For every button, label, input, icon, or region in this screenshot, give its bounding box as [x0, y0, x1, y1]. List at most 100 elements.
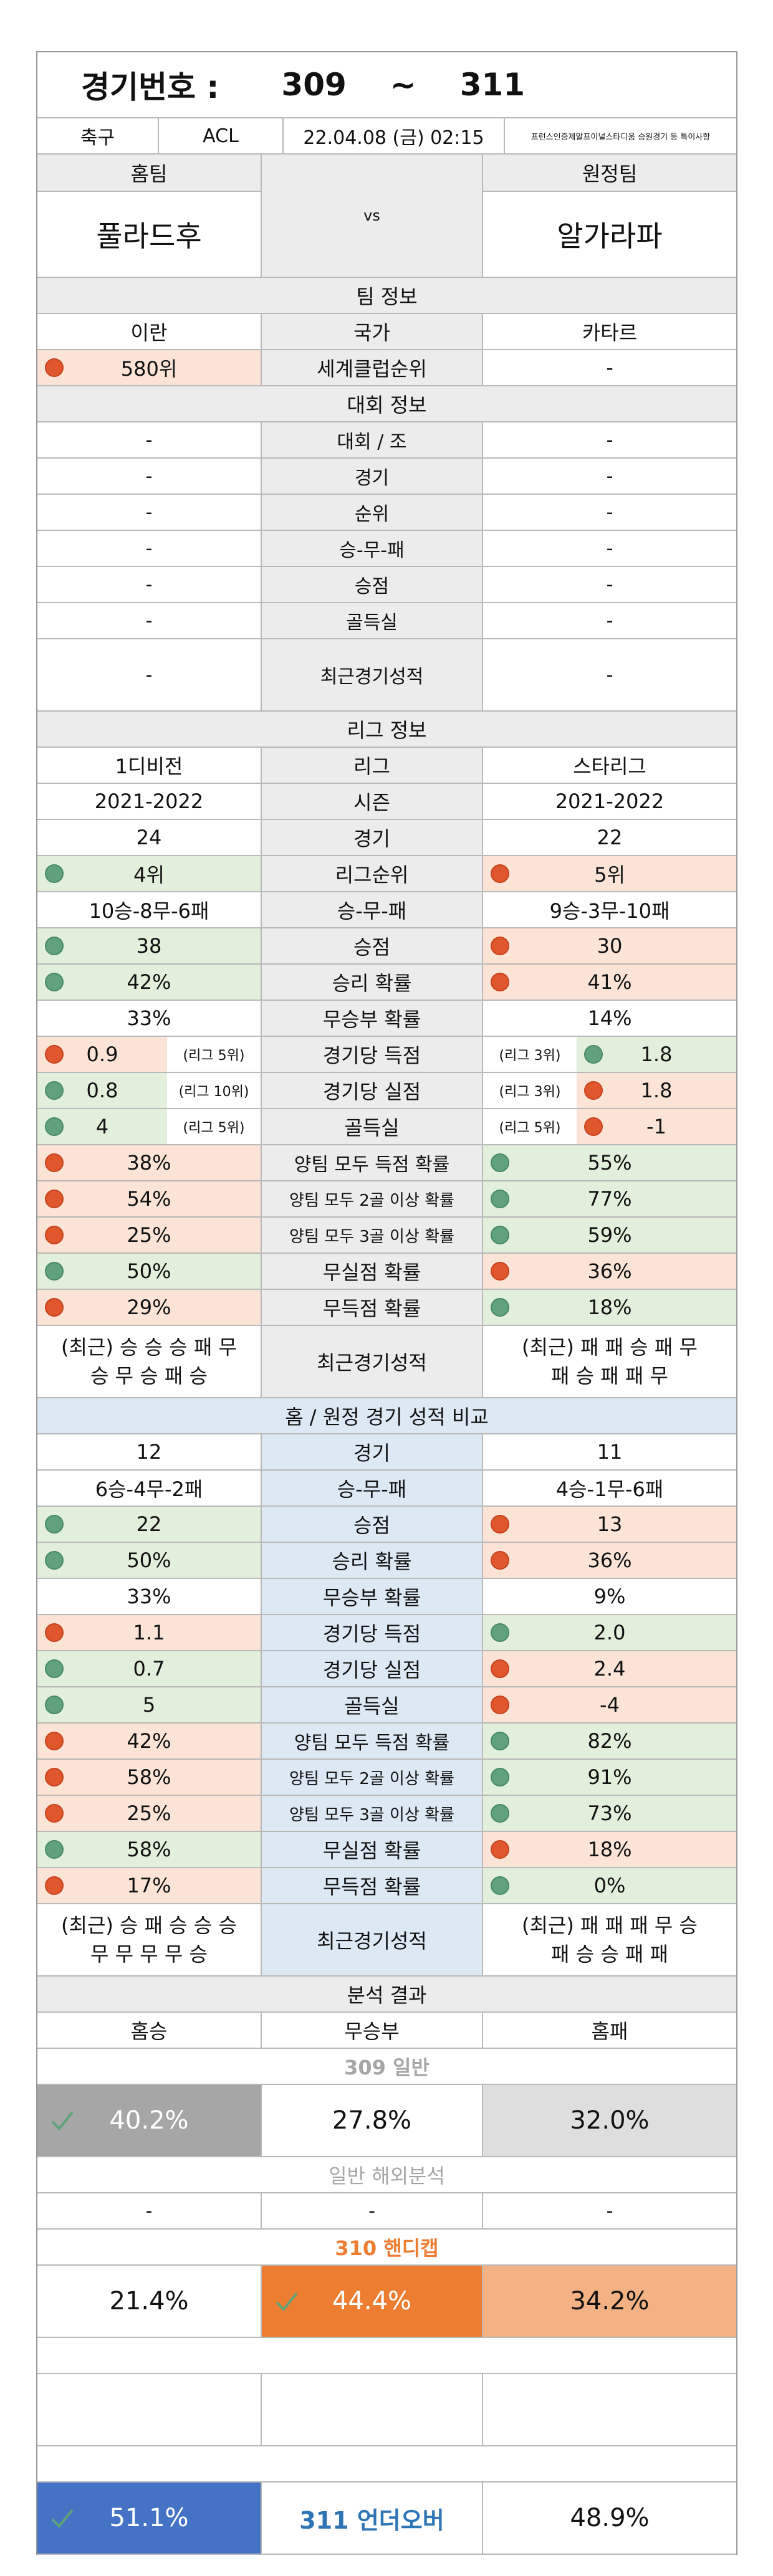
ha-points-row: 22 승점 13	[37, 1507, 736, 1543]
draw-prob-label: 무승부 확률	[262, 1001, 483, 1036]
red-dot-icon	[45, 1298, 64, 1317]
homeaway-header: 홈 / 원정 경기 성적 비교	[37, 1398, 736, 1434]
tournament-home-value: -	[37, 459, 262, 494]
green-dot-icon	[491, 1153, 509, 1172]
ha-home-wdl: 6승-4무-2패	[37, 1471, 262, 1505]
green-dot-icon	[491, 1876, 509, 1895]
games-label: 경기	[262, 820, 483, 855]
datetime-cell: 22.04.08 (금) 02:15	[284, 118, 505, 153]
general-values-row: 40.2% 27.8% 32.0%	[37, 2085, 736, 2157]
away-no-score: 18%	[587, 1295, 632, 1319]
overseas-home: -	[37, 2193, 262, 2228]
red-dot-icon	[491, 1515, 509, 1534]
ha-gf-row: 1.1 경기당 득점 2.0	[37, 1615, 736, 1651]
tournament-label: 승-무-패	[262, 531, 483, 566]
league-drawp-row: 33% 무승부 확률 14%	[37, 1001, 736, 1037]
check-icon	[51, 2509, 74, 2528]
league-gf-row: 0.9 (리그 5위) 경기당 득점 (리그 3위) 1.8	[37, 1037, 736, 1073]
tournament-label: 경기	[262, 459, 483, 494]
analysis-header: 분석 결과	[37, 1977, 736, 2013]
ha-recent-label: 최근경기성적	[262, 1904, 483, 1975]
tournament-away-value: -	[606, 609, 613, 632]
red-dot-icon	[491, 973, 509, 991]
red-dot-icon	[491, 864, 509, 883]
tournament-away-value: -	[606, 573, 613, 596]
handicap-title: 310 핸디캡	[335, 2236, 439, 2260]
home-win-label: 홈승	[37, 2013, 262, 2048]
team-info-title: 팀 정보	[356, 285, 418, 308]
home-recent-line2: 승 무 승 패 승	[90, 1364, 208, 1388]
tournament-label: 승점	[262, 567, 483, 602]
league-games-row: 24 경기 22	[37, 820, 736, 856]
ha-draw-prob-label: 무승부 확률	[262, 1579, 483, 1614]
ha-away-btts: 82%	[587, 1729, 632, 1753]
red-dot-icon	[45, 1876, 64, 1895]
green-dot-icon	[491, 1623, 509, 1642]
ha-away-wdl: 4승-1무-6패	[555, 1477, 664, 1501]
ha-away-win-prob: 36%	[587, 1548, 632, 1572]
ha-home-recent-line2: 무 무 무 무 승	[90, 1942, 208, 1966]
vs-label: vs	[262, 155, 483, 277]
tournament-header: 대회 정보	[37, 386, 736, 422]
away-team-name: 알가라파	[557, 219, 663, 253]
ha-away-no-score: 0%	[593, 1874, 626, 1897]
home-no-score: 29%	[127, 1295, 171, 1319]
away-league: 스타리그	[573, 755, 646, 778]
ha-away-recent-line2: 패 승 승 패 패	[551, 1942, 668, 1966]
league-b3-row: 25% 양팀 모두 3골 이상 확률 59%	[37, 1218, 736, 1254]
analysis-title: 분석 결과	[347, 1983, 427, 2007]
team-info-header: 팀 정보	[37, 278, 736, 314]
green-dot-icon	[45, 1659, 64, 1678]
clean-sheet-label: 무실점 확률	[262, 1254, 483, 1289]
ha-both-2plus-label: 양팀 모두 2골 이상 확률	[262, 1760, 483, 1795]
green-dot-icon	[45, 1551, 64, 1570]
ha-games-label: 경기	[262, 1434, 483, 1469]
handicap-title-row: 310 핸디캡	[37, 2230, 736, 2266]
general-draw-pct: 27.8%	[262, 2085, 483, 2156]
ha-b3-row: 25% 양팀 모두 3골 이상 확률 73%	[37, 1796, 736, 1832]
league-rank-label: 리그순위	[262, 856, 483, 891]
away-club-rank: -	[606, 356, 613, 379]
green-dot-icon	[491, 1298, 509, 1317]
tournament-away-value: -	[606, 501, 613, 523]
wdl-label: 승-무-패	[262, 892, 483, 927]
home-league-rank: 4위	[133, 863, 165, 887]
tournament-home-value: -	[37, 639, 262, 710]
home-draw-prob: 33%	[37, 1001, 262, 1036]
tournament-away-value: -	[606, 465, 613, 487]
home-goals-for: 0.9	[86, 1042, 118, 1066]
ha-away-draw-prob: 9%	[593, 1585, 626, 1608]
ha-away-goal-diff: -4	[600, 1693, 620, 1717]
league-b2-row: 54% 양팀 모두 2골 이상 확률 77%	[37, 1181, 736, 1218]
home-both-3plus: 25%	[127, 1223, 171, 1247]
red-dot-icon	[584, 1117, 603, 1136]
league-wdl-row: 10승-8무-6패 승-무-패 9승-3무-10패	[37, 892, 736, 928]
home-country: 이란	[37, 314, 262, 349]
ha-home-no-score: 17%	[127, 1874, 171, 1897]
points-label: 승점	[262, 928, 483, 963]
away-goal-diff-rank: (리그 5위)	[483, 1109, 577, 1144]
red-dot-icon	[45, 1623, 64, 1642]
red-dot-icon	[491, 1696, 509, 1714]
ha-away-both-2plus: 91%	[587, 1765, 632, 1789]
check-icon	[276, 2292, 298, 2311]
home-team-name: 풀라드후	[96, 219, 202, 253]
away-goals-against-rank: (리그 3위)	[483, 1073, 577, 1108]
away-win-prob: 41%	[587, 970, 632, 994]
green-dot-icon	[45, 1696, 64, 1714]
ha-wdl-label: 승-무-패	[262, 1471, 483, 1505]
ha-goal-diff-label: 골득실	[262, 1687, 483, 1722]
overseas-title: 일반 해외분석	[329, 2164, 445, 2188]
away-clean-sheet: 36%	[587, 1259, 632, 1283]
overseas-away: -	[606, 2200, 613, 2222]
green-dot-icon	[45, 1840, 64, 1859]
green-dot-icon	[491, 1732, 509, 1750]
away-league-rank: 5위	[594, 863, 625, 887]
meta-row: 축구 ACL 22.04.08 (금) 02:15 프런스인증제알프이널스타디움…	[37, 118, 736, 155]
green-dot-icon	[491, 1226, 509, 1244]
home-goals-against-rank: (리그 10위)	[167, 1073, 261, 1108]
home-goals-for-rank: (리그 5위)	[167, 1037, 261, 1072]
general-home-pct: 40.2%	[109, 2106, 189, 2135]
green-dot-icon	[491, 1804, 509, 1823]
ha-home-clean-sheet: 58%	[127, 1838, 171, 1861]
